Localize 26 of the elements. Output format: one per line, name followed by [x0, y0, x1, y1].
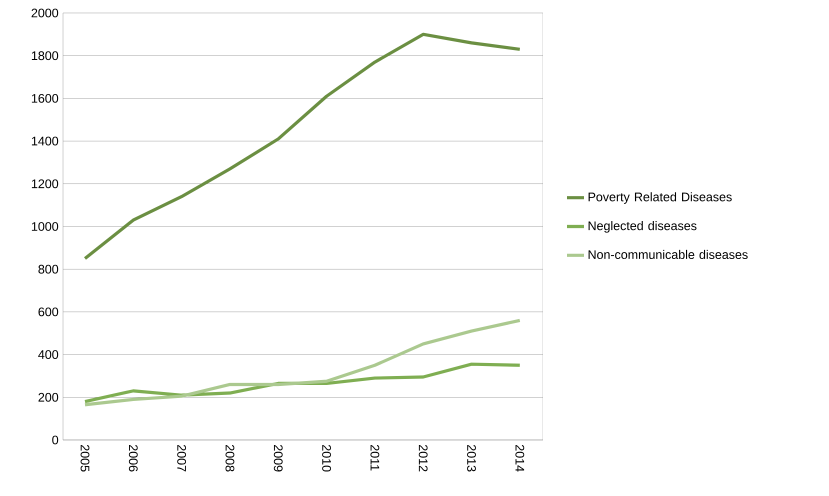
y-tick-label: 800	[38, 264, 58, 274]
x-tick-label: 2010	[322, 444, 331, 472]
y-tick-label: 400	[38, 350, 58, 359]
x-tick-label: 2005	[80, 444, 90, 472]
y-tick-label: 1400	[32, 136, 58, 146]
x-tick-label: 2006	[128, 444, 138, 472]
x-tick-label: 2009	[274, 444, 283, 472]
y-tick-label: 600	[38, 307, 58, 316]
y-tick-label: 0	[52, 436, 58, 444]
x-tick-label: 2007	[177, 444, 186, 472]
x-tick-label: 2014	[515, 444, 524, 472]
y-tick-label: 200	[38, 392, 58, 402]
x-tick-label: 2008	[226, 444, 234, 472]
legend-label: Non-communicable diseases	[588, 250, 748, 260]
x-tick-label: 2013	[467, 444, 476, 472]
y-tick-label: 1800	[32, 51, 58, 60]
x-tick-label: 2012	[418, 444, 428, 472]
y-tick-label: 1000	[32, 222, 58, 231]
y-tick-label: 2000	[32, 8, 58, 18]
legend-label: Neglected diseases	[588, 221, 696, 233]
y-tick-label: 1200	[32, 179, 58, 188]
legend-label: Poverty Related Diseases	[588, 192, 732, 204]
line-series	[83, 32, 522, 260]
x-tick-label: 2011	[370, 444, 380, 470]
line-series	[83, 318, 522, 406]
y-tick-label: 1600	[32, 94, 58, 103]
